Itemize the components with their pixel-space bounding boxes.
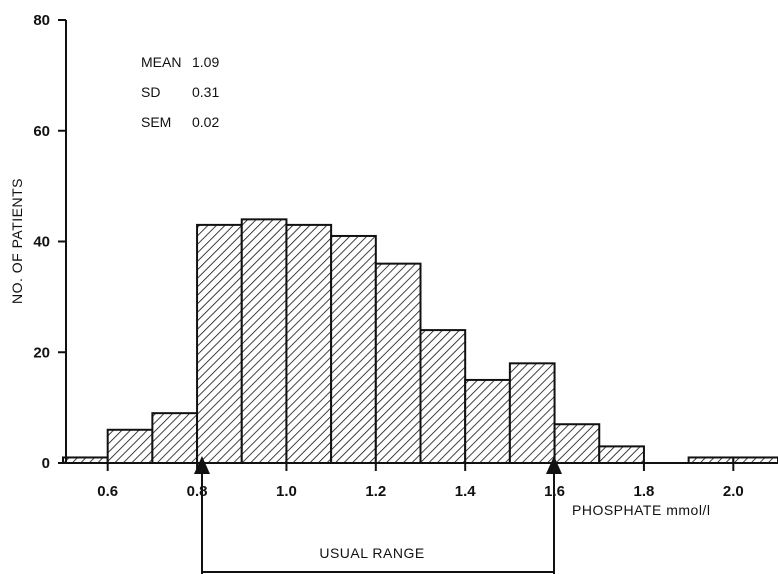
x-tick-label: 0.8	[187, 483, 208, 500]
usual-range-right-arrow-icon	[546, 456, 562, 474]
histogram-bar	[196, 223, 243, 464]
stats-block: MEAN 1.09 SD 0.31 SEM 0.02	[141, 54, 219, 130]
usual-range-left-arrow-icon	[194, 456, 210, 474]
stat-value: 0.31	[192, 84, 219, 100]
stat-label: SEM	[141, 114, 171, 130]
y-tick-label: 20	[33, 344, 50, 361]
histogram-bar	[508, 362, 556, 465]
x-tick-label: 2.0	[723, 483, 744, 500]
y-tick-label: 60	[33, 123, 50, 140]
x-tick-label: 1.2	[365, 483, 386, 500]
usual-range-indicator: USUAL RANGE	[194, 456, 562, 574]
histogram-bar	[106, 428, 154, 464]
x-tick-label: 0.6	[97, 483, 118, 500]
y-ticks-group: 0 20 40 60 80	[33, 12, 66, 472]
stat-value: 1.09	[192, 54, 219, 70]
histogram-bar	[285, 223, 333, 464]
x-tick-label: 1.4	[455, 483, 477, 500]
stat-label: SD	[141, 84, 160, 100]
histogram-bar	[240, 218, 288, 464]
y-tick-label: 80	[33, 12, 50, 29]
histogram-bar	[151, 412, 199, 465]
stat-value: 0.02	[192, 114, 219, 130]
histogram-bar	[553, 423, 601, 464]
y-axis-title: NO. OF PATIENTS	[9, 178, 25, 304]
y-tick-label: 0	[42, 455, 50, 472]
x-tick-label: 1.8	[634, 483, 655, 500]
x-tick-label: 1.0	[276, 483, 297, 500]
bars-group	[62, 218, 778, 465]
x-axis-title: PHOSPHATE mmol/l	[572, 502, 710, 518]
x-ticks-group: 0.60.81.01.21.41.61.82.0	[97, 463, 744, 500]
y-tick-label: 40	[33, 234, 50, 251]
histogram-bar	[330, 234, 377, 464]
histogram-bar	[419, 329, 467, 464]
histogram-bar	[598, 445, 645, 465]
histogram-bar	[374, 262, 422, 464]
histogram-bar	[464, 378, 511, 464]
usual-range-label: USUAL RANGE	[319, 545, 424, 561]
stat-label: MEAN	[141, 54, 181, 70]
